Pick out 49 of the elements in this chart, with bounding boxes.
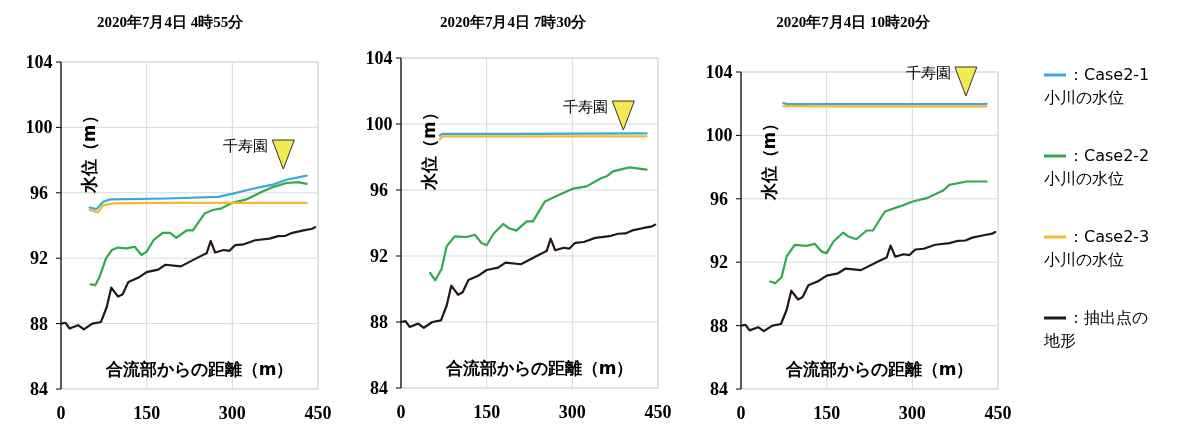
x-tick-label: 0 (736, 403, 746, 423)
x-tick-label: 0 (56, 403, 66, 423)
x-tick-label: 300 (558, 402, 586, 422)
x-tick-label: 450 (644, 402, 672, 422)
legend-item: ：Case2-2 小川の水位 (1044, 146, 1150, 188)
annotation: 千寿園 (563, 98, 635, 131)
x-axis-title: 合流部からの距離（m） (784, 359, 974, 379)
x-tick-label: 150 (133, 403, 161, 423)
annotation: 千寿園 (905, 64, 951, 82)
legend-item: ：Case2-3 小川の水位 (1044, 227, 1150, 269)
annotation: 千寿園 (223, 137, 295, 170)
annotation: 千寿園 (563, 98, 609, 116)
x-tick-label: 450 (304, 403, 332, 423)
x-tick-label: 450 (984, 403, 1012, 423)
y-tick-label: 104 (705, 62, 733, 82)
x-tick-label: 300 (218, 403, 246, 423)
y-tick-label: 104 (365, 48, 393, 68)
y-tick-label: 84 (710, 379, 728, 399)
y-axis-title: 水位（m） (79, 107, 99, 195)
y-tick-label: 96 (370, 180, 388, 200)
y-tick-label: 88 (370, 312, 388, 332)
y-tick-label: 104 (25, 52, 53, 72)
y-tick-label: 92 (370, 246, 388, 266)
chart-title: 2020年7月4日 10時20分 (776, 14, 931, 30)
y-tick-label: 100 (705, 125, 733, 146)
annotation: 千寿園 (905, 64, 978, 97)
y-tick-label: 92 (30, 248, 48, 269)
y-tick-label: 84 (30, 379, 48, 399)
y-tick-label: 88 (710, 315, 728, 336)
x-tick-label: 0 (396, 402, 406, 422)
x-tick-label: 300 (898, 403, 926, 423)
y-tick-label: 88 (30, 313, 48, 334)
legend-item: ：Case2-1 小川の水位 (1044, 65, 1150, 107)
legend-item: ：抽出点の地形 (1044, 308, 1148, 350)
annotation: 千寿園 (223, 137, 269, 155)
y-tick-label: 96 (30, 182, 48, 203)
x-axis-title: 合流部からの距離（m） (104, 359, 294, 379)
chart-title: 2020年7月4日 4時55分 (96, 14, 245, 30)
x-tick-label: 150 (813, 403, 841, 423)
chart-title: 2020年7月4日 7時30分 (439, 14, 588, 30)
y-tick-label: 92 (710, 252, 728, 273)
y-tick-label: 84 (370, 378, 388, 398)
y-tick-label: 100 (365, 114, 393, 134)
y-tick-label: 100 (25, 117, 53, 138)
y-tick-label: 96 (710, 188, 728, 209)
x-tick-label: 150 (473, 402, 501, 422)
y-axis-title: 水位（m） (759, 114, 779, 202)
x-axis-title: 合流部からの距離（m） (444, 358, 634, 378)
y-axis-title: 水位（m） (419, 104, 439, 191)
